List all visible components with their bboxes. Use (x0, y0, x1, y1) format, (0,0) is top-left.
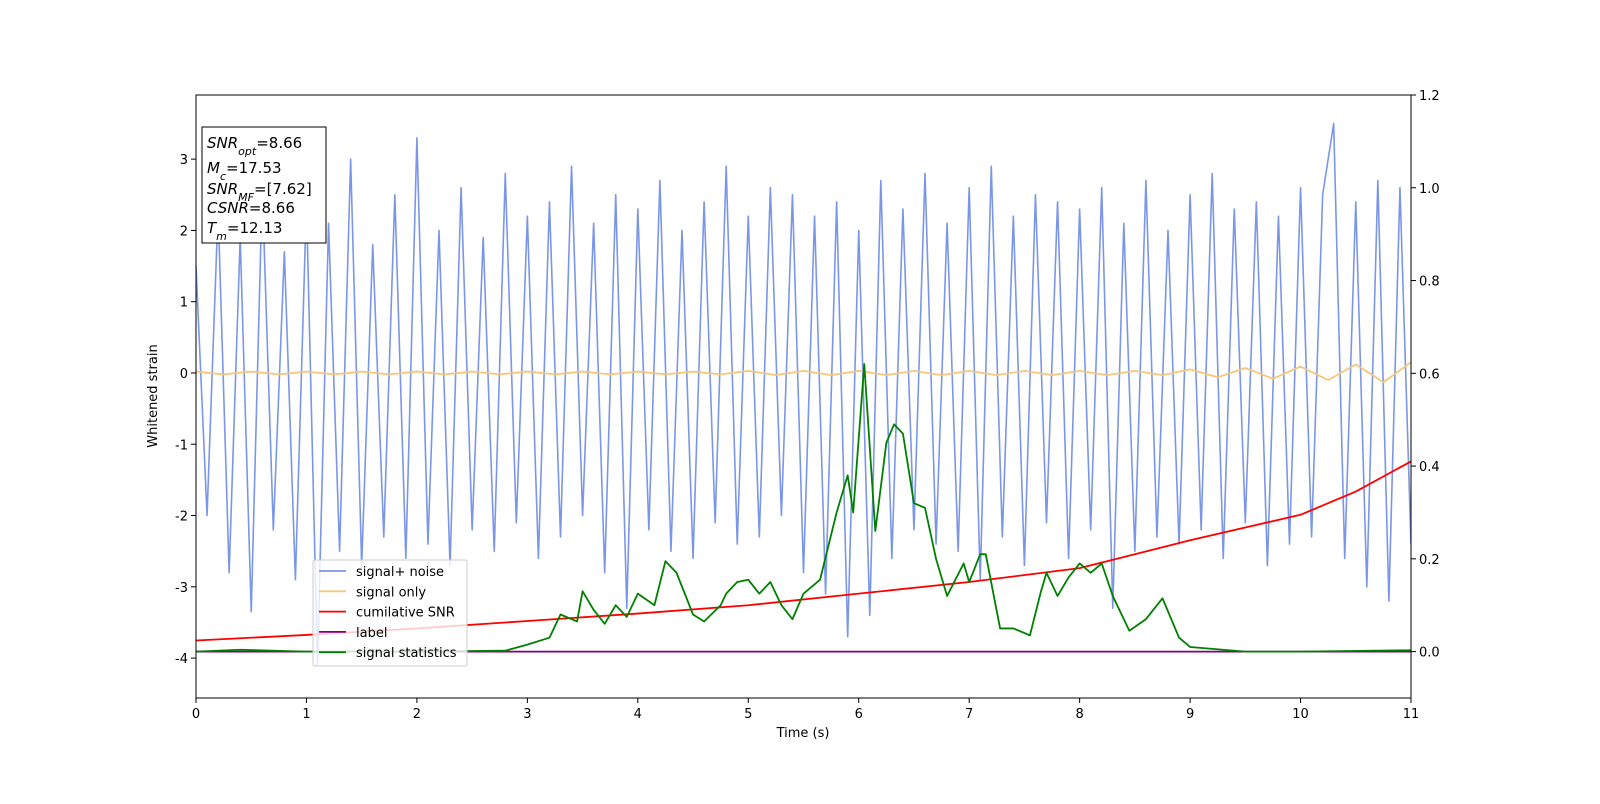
y2-tick-label: 0.2 (1419, 553, 1440, 568)
x-tick-label: 0 (192, 707, 200, 722)
legend-box (312, 559, 468, 667)
series-line (196, 122, 1411, 667)
y2-tick-label: 0.4 (1419, 460, 1440, 475)
x-tick-label: 10 (1292, 707, 1309, 722)
x-tick-label: 3 (523, 707, 531, 722)
annotation-name: T (207, 219, 218, 237)
y2-tick-label: 0.0 (1419, 646, 1440, 661)
legend-label: signal statistics (356, 646, 457, 661)
x-tick-label: 4 (634, 707, 642, 722)
annotation-sub: opt (238, 145, 257, 158)
annotation-name: CSNR (207, 199, 249, 217)
annotation: Tm=12.13 (207, 219, 282, 243)
annotation-sub: m (216, 230, 227, 243)
annotation-text: =8.66 (249, 199, 295, 217)
annotation-text: =8.66 (256, 134, 302, 152)
legend-label: cumilative SNR (356, 606, 455, 621)
series-line (196, 363, 1411, 653)
annotation-text: =[7.62] (254, 180, 312, 198)
annotation-text: =17.53 (226, 159, 282, 177)
annotation-sub: c (220, 170, 226, 183)
y-tick-label: 3 (180, 153, 188, 168)
x-tick-label: 11 (1403, 707, 1420, 722)
annotation-name: SNR (207, 180, 238, 198)
x-tick-label: 2 (413, 707, 421, 722)
y-tick-label: -4 (175, 652, 188, 667)
annotation-box (201, 126, 327, 244)
x-axis-label: Time (s) (776, 726, 830, 741)
x-tick-label: 6 (855, 707, 863, 722)
y-tick-label: -1 (175, 438, 188, 453)
y2-tick-label: 0.6 (1419, 367, 1440, 382)
legend-label: signal only (356, 585, 426, 600)
x-tick-label: 5 (744, 707, 752, 722)
legend-label: label (356, 626, 387, 641)
annotation-name: SNR (207, 134, 238, 152)
y-axis-label: Whitened strain (146, 344, 161, 447)
y-tick-label: 2 (180, 224, 188, 239)
y-tick-label: -3 (175, 581, 188, 596)
x-tick-label: 7 (965, 707, 973, 722)
annotation: CSNR=8.66 (207, 199, 295, 217)
x-tick-label: 8 (1075, 707, 1083, 722)
annotation: Mc=17.53 (207, 159, 282, 183)
annotation-sub: MF (238, 191, 254, 204)
annotation: SNRopt=8.66 (207, 134, 302, 158)
series-line (196, 361, 1411, 384)
y2-tick-label: 0.8 (1419, 275, 1440, 290)
x-tick-label: 1 (302, 707, 310, 722)
annotation: SNRMF=[7.62] (207, 180, 312, 204)
x-tick-label: 9 (1186, 707, 1194, 722)
y-tick-label: 1 (180, 296, 188, 311)
plot-frame (195, 94, 1412, 699)
annotation-name: M (207, 159, 220, 177)
legend-label: signal+ noise (356, 565, 444, 580)
y2-tick-label: 1.2 (1419, 89, 1440, 104)
y-tick-label: 0 (180, 367, 188, 382)
y2-tick-label: 1.0 (1419, 182, 1440, 197)
y-tick-label: -2 (175, 510, 188, 525)
annotation-text: =12.13 (227, 219, 283, 237)
